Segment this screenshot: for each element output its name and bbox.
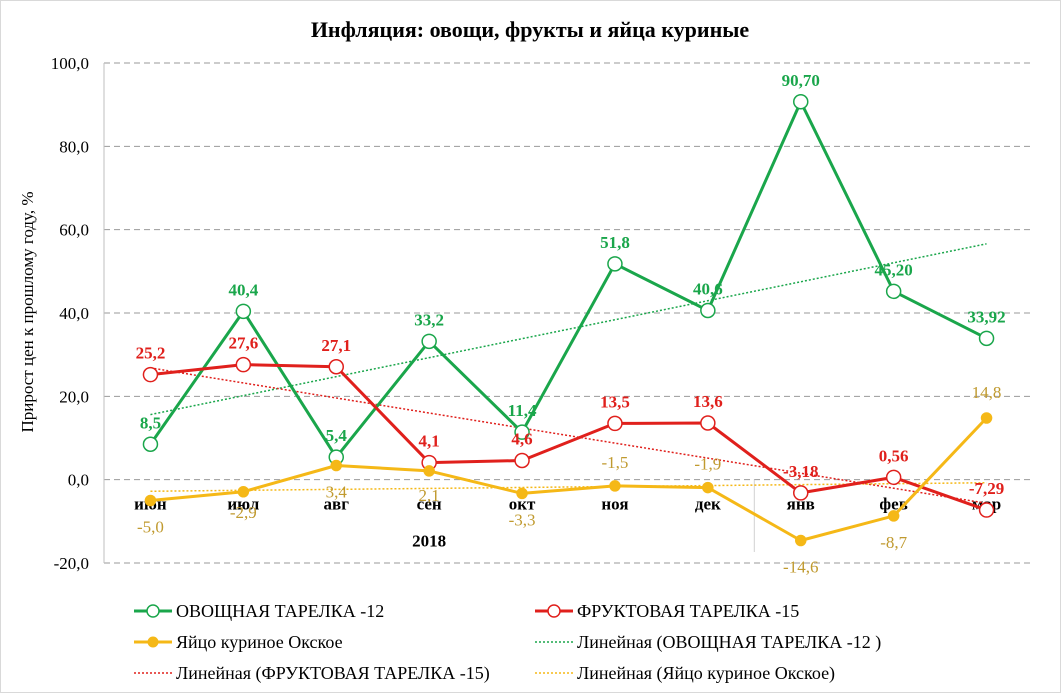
legend-label: Линейная (Яйцо куриное Окское) (577, 663, 835, 684)
data-point (885, 283, 902, 300)
trendline-layer (150, 243, 987, 505)
legend-marker (146, 604, 160, 618)
data-label: -1,9 (694, 455, 721, 474)
data-point (887, 510, 900, 522)
grid-layer (104, 62, 1033, 564)
x-tick-label: авг (324, 495, 350, 514)
year-label: 2018 (412, 532, 446, 551)
data-label: -3,18 (783, 462, 818, 481)
y-axis-label: Прирост цен к прошлому году, % (18, 191, 37, 432)
x-tick-label: янв (787, 495, 815, 514)
legend-marker (547, 604, 561, 618)
data-point (978, 502, 995, 518)
data-label: 40,4 (228, 280, 258, 299)
data-point (423, 465, 435, 477)
data-label: 14,8 (972, 383, 1002, 402)
data-point (330, 459, 342, 472)
data-label: 11,4 (508, 401, 537, 420)
data-point (793, 94, 809, 110)
trendline (150, 243, 987, 416)
data-point (237, 486, 250, 498)
data-point (514, 424, 530, 440)
legend-marker (147, 636, 159, 648)
data-label: 27,1 (321, 336, 351, 355)
data-label: 13,5 (600, 392, 630, 411)
data-point (516, 487, 528, 500)
data-label: 2,1 (419, 486, 440, 505)
data-label: 3,4 (326, 483, 348, 502)
data-point (607, 256, 623, 272)
data-point (235, 356, 252, 373)
data-point (700, 415, 716, 431)
data-point (142, 366, 159, 383)
x-tick-label: окт (509, 495, 536, 514)
x-tick-label: ноя (601, 495, 628, 514)
data-label: 40,6 (693, 280, 723, 299)
y-tick-label: -20,0 (54, 554, 89, 573)
data-point (607, 415, 623, 432)
data-label: 27,6 (228, 334, 258, 353)
y-tick-label: 100,0 (51, 54, 89, 73)
legend-label: Яйцо куриное Окское (176, 632, 343, 652)
y-tick-label: 0,0 (68, 471, 89, 490)
y-tick-label: 40,0 (59, 304, 89, 323)
data-label: 5,4 (326, 426, 348, 445)
series-line (150, 363, 988, 512)
data-point (144, 494, 157, 507)
y-tick-label: 20,0 (59, 387, 89, 406)
data-point (885, 469, 902, 486)
data-label: -3,3 (509, 510, 536, 529)
data-label: -8,7 (880, 533, 907, 552)
data-label: -1,5 (601, 453, 628, 472)
x-tick-label: июл (227, 495, 259, 514)
data-label: 8,5 (140, 413, 161, 432)
data-point (235, 303, 252, 320)
legend-label: ФРУКТОВАЯ ТАРЕЛКА -15 (577, 601, 799, 621)
data-label: 0,56 (879, 446, 909, 465)
y-tick-label: 80,0 (59, 137, 89, 156)
legend: ОВОЩНАЯ ТАРЕЛКА -12 ФРУКТОВАЯ ТАРЕЛКА -15… (134, 601, 881, 684)
legend-label: Линейная (ФРУКТОВАЯ ТАРЕЛКА -15) (176, 663, 490, 684)
data-label: -14,6 (783, 558, 818, 577)
chart-title: Инфляция: овощи, фрукты и яйца куриные (311, 17, 750, 42)
data-label-layer: 8,5 40,4 5,4 33,2 11,4 51,8 40,6 90,70 45,20 33,9… (136, 71, 1006, 577)
axis-layer: 100,080,060,040,020,00,0-20,0июниюлавгсе… (51, 54, 1002, 573)
data-label: 4,6 (511, 430, 532, 449)
data-label: -5,0 (137, 518, 164, 537)
data-point (702, 481, 714, 494)
x-tick-label: сен (417, 495, 442, 514)
legend-label: Линейная (ОВОЩНАЯ ТАРЕЛКА -12 ) (577, 632, 881, 653)
legend-label: ОВОЩНАЯ ТАРЕЛКА -12 (176, 601, 384, 621)
data-point (421, 333, 437, 350)
series-line (149, 100, 988, 459)
data-point (609, 480, 621, 492)
data-point (978, 330, 995, 347)
data-label: 45,20 (875, 260, 913, 279)
x-tick-label: дек (695, 495, 721, 514)
series-line (150, 416, 988, 542)
data-label: 33,92 (967, 307, 1005, 326)
series-layer (142, 94, 995, 547)
data-point (793, 485, 809, 501)
data-point (795, 534, 807, 547)
trendline (150, 367, 987, 505)
data-label: 51,8 (600, 233, 630, 252)
data-point (700, 302, 716, 319)
data-point (514, 452, 530, 469)
data-label: 90,70 (782, 71, 820, 90)
data-label: 33,2 (414, 310, 444, 329)
data-label: -2,9 (230, 503, 257, 522)
data-label: 25,2 (136, 344, 166, 363)
data-point (328, 359, 344, 375)
data-point (980, 412, 993, 424)
data-label: 13,6 (693, 392, 723, 411)
data-label: 4,1 (419, 432, 440, 451)
data-point (142, 436, 159, 452)
y-tick-label: 60,0 (59, 221, 89, 240)
data-label: -7,29 (969, 479, 1004, 498)
